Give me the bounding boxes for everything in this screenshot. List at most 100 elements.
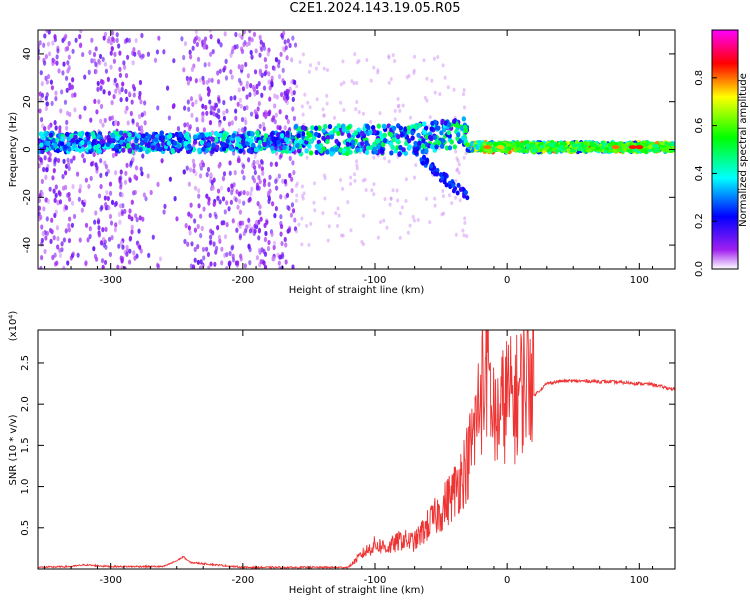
spectrogram-speckle	[78, 114, 82, 120]
spectrogram-speckle	[96, 86, 100, 92]
spectrogram-speckle	[245, 224, 249, 230]
spectrogram-speckle	[112, 94, 116, 100]
spectrogram-speckle	[261, 121, 266, 127]
spectrogram-speckle	[336, 206, 340, 211]
spectrogram-band-blob	[44, 130, 49, 137]
spectrogram-speckle	[428, 220, 432, 225]
spectrogram-speckle	[137, 228, 141, 234]
spectrogram-speckle	[185, 75, 189, 82]
spectrogram-speckle	[239, 256, 243, 262]
spectrogram-speckle	[326, 67, 330, 72]
spectrogram-speckle	[118, 72, 123, 78]
spectrogram-speckle	[56, 157, 61, 164]
spectrogram-speckle	[256, 106, 260, 112]
spectrogram-speckle	[67, 161, 71, 168]
spectrogram-speckle	[250, 54, 254, 60]
spectrogram-speckle	[398, 235, 402, 240]
spectrogram-speckle	[45, 101, 49, 107]
spectrogram-speckle	[69, 84, 73, 90]
spectrogram-speckle	[376, 235, 380, 240]
spectrogram-band-blob	[360, 130, 365, 137]
spectrogram-speckle	[190, 112, 194, 118]
spectrogram-speckle	[295, 181, 299, 186]
spectrogram-speckle	[270, 201, 275, 207]
spectrogram-speckle	[137, 94, 142, 100]
spectrogram-speckle	[463, 220, 467, 225]
spectrogram-speckle	[98, 118, 103, 124]
spectrogram-speckle	[119, 181, 123, 187]
spectrogram-speckle	[83, 74, 87, 80]
spectrogram-speckle	[250, 186, 254, 192]
spectrogram-speckle	[117, 211, 121, 218]
spectrogram-band-blob	[40, 148, 45, 155]
spectrogram-speckle	[45, 30, 49, 33]
spectrogram-speckle	[350, 129, 354, 134]
spectrogram-speckle	[281, 46, 285, 52]
spectrogram-speckle	[222, 115, 227, 122]
spectrogram-speckle	[256, 201, 260, 207]
spectrogram-speckle	[229, 52, 233, 58]
spectrogram-band-blob	[39, 142, 44, 148]
spectrogram-speckle	[146, 51, 151, 57]
spectrogram-tail-blob	[451, 182, 456, 188]
spectrogram-speckle	[355, 99, 359, 104]
spectrogram-speckle	[182, 54, 186, 61]
spectrogram-band-blob	[446, 129, 451, 136]
spectrogram-speckle	[233, 95, 237, 101]
spectrogram-speckle	[120, 211, 124, 217]
spectrogram-speckle	[260, 46, 264, 52]
spectrogram-narrowband	[640, 148, 646, 152]
spectrogram-speckle	[139, 248, 143, 254]
spectrogram-band-blob	[144, 149, 150, 155]
spectrogram-speckle	[63, 170, 68, 176]
spectrogram-band-blob	[107, 138, 112, 144]
spectrogram-speckle	[101, 264, 105, 269]
spectrogram-speckle	[101, 56, 105, 62]
spectrogram-speckle	[165, 85, 170, 91]
spectrogram-speckle	[411, 214, 415, 219]
spectrogram-band-blob	[53, 142, 58, 149]
spectrogram-speckle	[138, 79, 143, 86]
spectrogram-speckle	[190, 241, 194, 247]
spectrogram-speckle	[236, 101, 240, 107]
spectrogram-speckle	[66, 157, 70, 163]
spectrogram-band-blob	[446, 122, 452, 128]
spectrogram-speckle	[239, 103, 243, 109]
spectrogram-band-blob	[122, 132, 128, 138]
spectrogram-band-blob	[375, 138, 380, 144]
spectrogram-speckle	[286, 204, 290, 211]
spectrogram-speckle	[50, 229, 54, 235]
spectrogram-speckle	[199, 259, 203, 265]
spectrogram-speckle	[157, 35, 161, 41]
spectrogram-speckle	[309, 221, 313, 226]
spectrogram-speckle	[47, 30, 51, 35]
spectrogram-speckle	[146, 173, 150, 179]
spectrogram-speckle	[68, 216, 72, 222]
spectrogram-speckle	[208, 234, 213, 240]
spectrogram-band-blob	[147, 133, 152, 140]
spectrogram-band-blob	[429, 143, 435, 150]
spectrogram-speckle	[270, 81, 274, 88]
spectrogram-band-blob	[228, 145, 233, 151]
spectrogram-speckle	[56, 200, 60, 206]
spectrogram-speckle	[248, 92, 252, 98]
spectrogram-speckle	[349, 181, 353, 186]
spectrogram-speckle	[202, 44, 206, 50]
spectrogram-speckle	[135, 217, 139, 223]
spectrogram-speckle	[38, 156, 43, 162]
spectrogram-speckle	[235, 227, 239, 233]
spectrogram-narrowband	[582, 141, 588, 145]
top-x-tick-label: -200	[231, 275, 254, 286]
spectrogram-speckle	[365, 58, 369, 63]
spectrogram-speckle	[65, 125, 69, 131]
spectrogram-speckle	[206, 166, 211, 173]
spectrogram-speckle	[255, 223, 259, 230]
spectrogram-speckle	[220, 246, 224, 252]
spectrogram-speckle	[255, 220, 259, 226]
spectrogram-speckle	[286, 118, 290, 125]
spectrogram-speckle	[61, 70, 65, 76]
spectrogram-speckle	[186, 80, 191, 86]
spectrogram-speckle	[45, 79, 49, 85]
spectrogram-band-blob	[136, 133, 141, 139]
spectrogram-speckle	[322, 113, 326, 118]
